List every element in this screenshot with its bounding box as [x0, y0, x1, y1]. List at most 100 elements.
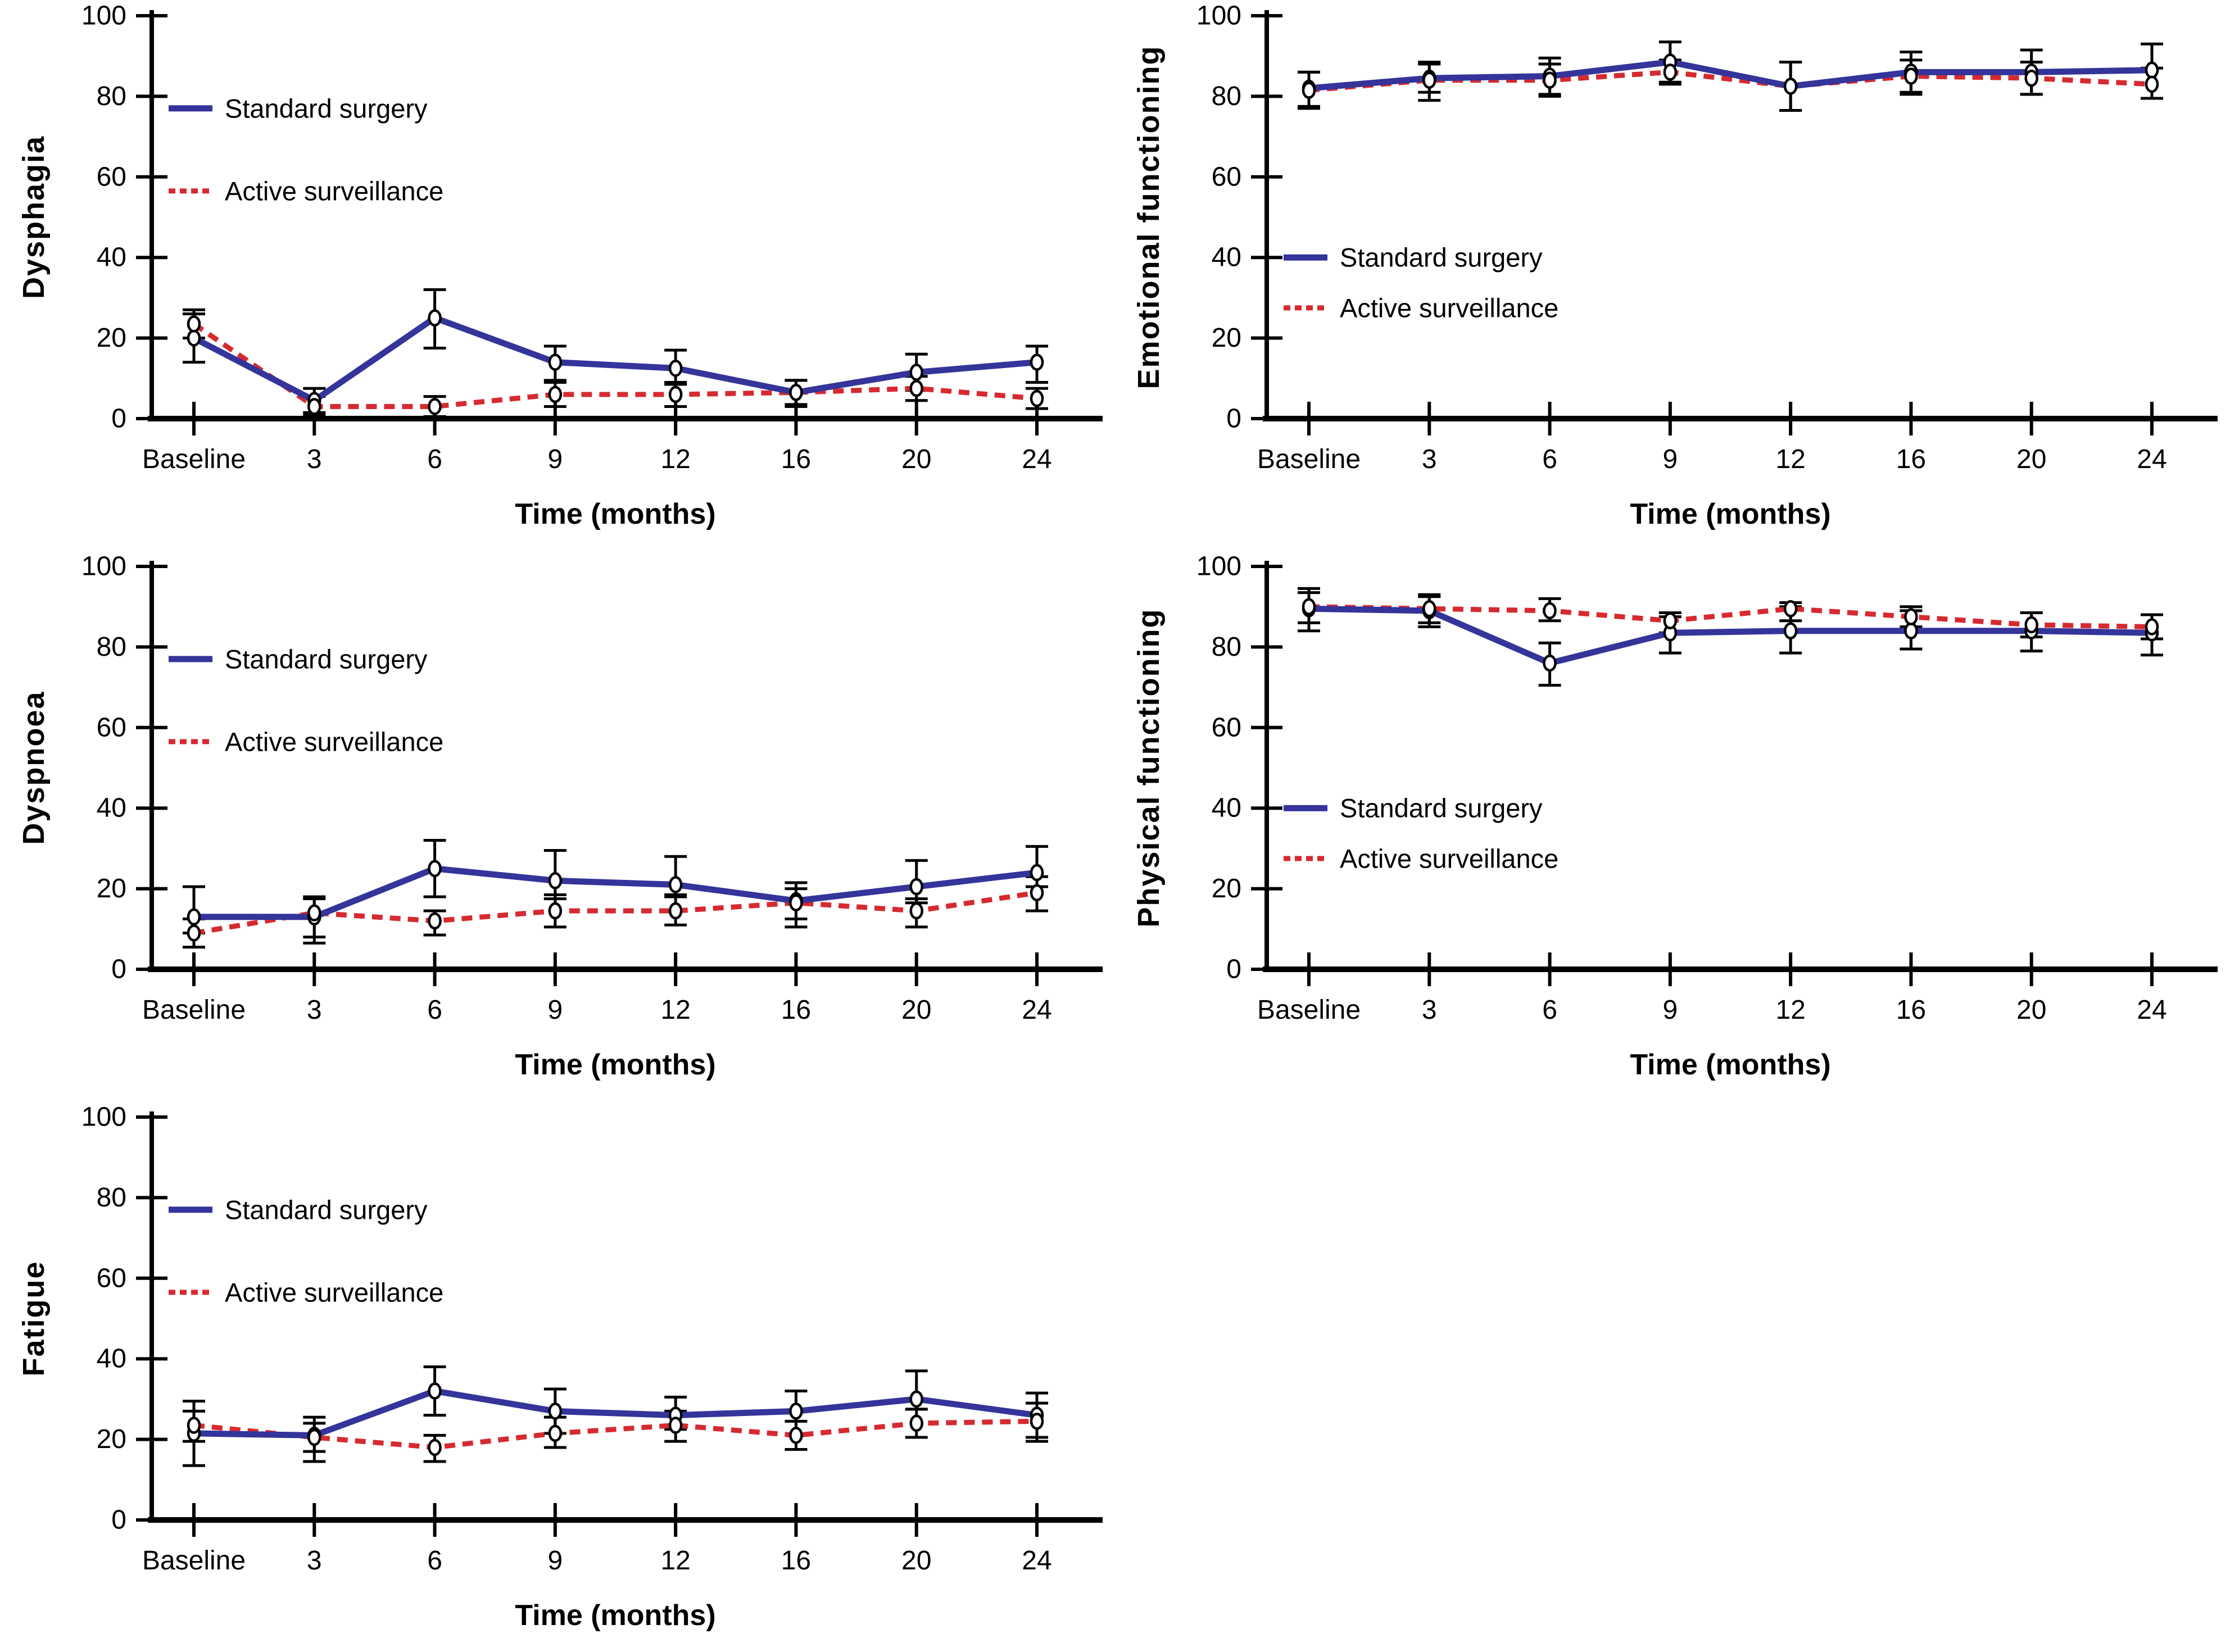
chart-emotional-functioning-canvas: 0 20 40 60 80 100 Baseline 3 6 9 12 16 20 24 Time (mon… — [1132, 1, 2218, 530]
y-tick-label: 80 — [1212, 81, 1241, 111]
y-tick-label: 20 — [1212, 874, 1241, 904]
data-marker — [428, 1382, 442, 1400]
data-marker — [1302, 598, 1316, 615]
data-marker — [1663, 63, 1678, 81]
x-tick-label: 12 — [660, 1546, 690, 1576]
data-marker — [2145, 61, 2159, 79]
series-line-standard-surgery — [192, 315, 1037, 404]
legend-item-active-surveillance: Active surveillance — [169, 727, 443, 756]
x-tick-label: 3 — [307, 1546, 322, 1576]
x-tick-label: 6 — [427, 1546, 442, 1576]
x-tick-label: Baseline — [1257, 995, 1361, 1025]
data-marker — [1030, 1413, 1044, 1430]
data-marker — [1422, 71, 1436, 89]
data-marker — [668, 876, 683, 893]
data-marker — [668, 385, 683, 403]
y-axis-title: Emotional functioning — [1132, 46, 1166, 389]
x-tick-label: 16 — [781, 444, 811, 474]
data-marker — [789, 894, 803, 911]
y-tick-label: 60 — [1212, 162, 1241, 192]
data-marker — [909, 902, 923, 920]
data-marker — [548, 353, 563, 371]
data-marker — [1783, 622, 1798, 639]
data-marker — [1030, 864, 1044, 882]
y-tick-label: 0 — [111, 404, 126, 434]
legend-label: Standard surgery — [1340, 243, 1543, 273]
x-tick-label: 20 — [901, 444, 931, 474]
series-line-active-surveillance — [192, 321, 1037, 409]
x-tick-label: 12 — [660, 995, 690, 1025]
x-tick-label: 20 — [2016, 444, 2046, 474]
series-line-standard-surgery — [1308, 605, 2152, 666]
legend-item-active-surveillance: Active surveillance — [1284, 843, 1558, 873]
data-marker — [1422, 600, 1436, 618]
data-marker — [548, 872, 563, 889]
series-line-active-surveillance — [1308, 604, 2152, 630]
x-tick-label: 9 — [1663, 444, 1678, 474]
x-tick-label: 6 — [427, 444, 442, 474]
x-tick-label: 20 — [901, 1546, 931, 1576]
x-tick-label: 12 — [660, 444, 690, 474]
data-marker — [428, 398, 442, 415]
data-marker — [1030, 389, 1044, 407]
x-tick-label: 6 — [427, 995, 442, 1025]
data-marker — [1783, 600, 1798, 618]
chart-dyspnoea-canvas: 0 20 40 60 80 100 Baseline 3 6 9 12 16 20 24 Time (mon… — [17, 552, 1103, 1081]
x-tick-label: 16 — [781, 995, 811, 1025]
data-marker — [2024, 616, 2038, 634]
x-tick-label: 20 — [901, 995, 931, 1025]
y-tick-label: 40 — [97, 243, 126, 273]
x-axis-title: Time (months) — [1630, 498, 1830, 530]
x-tick-label: 24 — [2137, 995, 2166, 1025]
data-marker — [1904, 622, 1918, 639]
x-tick-label: Baseline — [142, 1546, 246, 1576]
data-marker — [428, 309, 442, 326]
data-marker — [909, 379, 923, 397]
y-tick-label: 0 — [111, 1505, 126, 1535]
y-tick-label: 20 — [97, 874, 126, 904]
series-line-active-surveillance — [1308, 69, 2152, 93]
data-marker — [789, 1403, 803, 1420]
x-axis-title: Time (months) — [1630, 1049, 1830, 1081]
data-marker — [1543, 654, 1557, 672]
y-axis-title: Fatigue — [17, 1260, 51, 1376]
legend-item-standard-surgery: Standard surgery — [1284, 793, 1543, 823]
x-tick-label: 20 — [2016, 995, 2046, 1025]
y-tick-label: 60 — [97, 1263, 126, 1293]
y-tick-label: 40 — [97, 793, 126, 823]
y-tick-label: 60 — [1212, 712, 1241, 742]
data-marker — [428, 860, 442, 877]
x-axis-title: Time (months) — [515, 1049, 715, 1081]
data-marker — [668, 1417, 683, 1434]
data-marker — [2145, 618, 2159, 636]
series-line-active-surveillance — [193, 890, 1037, 936]
data-marker — [1302, 81, 1316, 99]
y-tick-label: 60 — [97, 712, 126, 742]
data-marker — [1904, 608, 1918, 625]
legend-label: Standard surgery — [225, 644, 428, 674]
data-marker — [909, 1414, 923, 1432]
y-tick-label: 60 — [97, 162, 126, 192]
x-tick-label: 24 — [1022, 1546, 1051, 1576]
x-tick-label: 3 — [1422, 995, 1437, 1025]
x-tick-label: Baseline — [1257, 444, 1361, 474]
x-tick-label: 6 — [1542, 444, 1557, 474]
y-axis-title: Physical functioning — [1132, 608, 1166, 927]
legend-label: Active surveillance — [1340, 843, 1558, 873]
y-tick-label: 100 — [81, 552, 126, 582]
x-tick-label: Baseline — [142, 444, 246, 474]
legend-item-standard-surgery: Standard surgery — [169, 93, 428, 123]
data-marker — [187, 1417, 201, 1434]
x-tick-label: 16 — [781, 1546, 811, 1576]
y-axis-title: Dysphagia — [17, 135, 51, 299]
data-marker — [307, 398, 321, 415]
data-marker — [1663, 612, 1678, 630]
y-tick-label: 80 — [1212, 632, 1241, 662]
y-tick-label: 0 — [1226, 404, 1241, 434]
data-marker — [428, 1438, 442, 1456]
data-marker — [909, 1390, 923, 1408]
x-axis-title: Time (months) — [515, 498, 715, 530]
data-marker — [1543, 602, 1557, 620]
x-tick-label: Baseline — [142, 995, 246, 1025]
